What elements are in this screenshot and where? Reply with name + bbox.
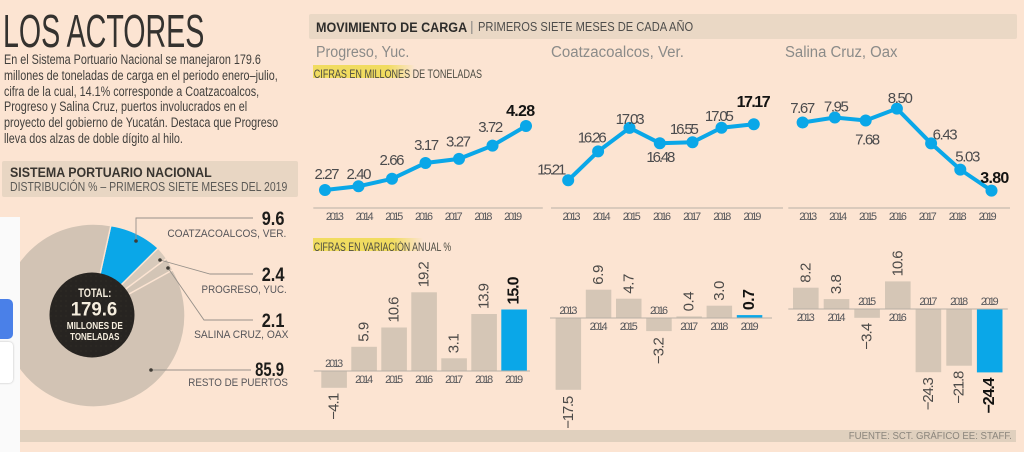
svg-text:10.6: 10.6 xyxy=(889,250,906,276)
svg-text:2016: 2016 xyxy=(415,374,433,386)
svg-text:−17.5: −17.5 xyxy=(560,396,577,429)
svg-text:8.2: 8.2 xyxy=(797,263,814,283)
svg-text:2015: 2015 xyxy=(385,374,403,386)
svg-text:TONELADAS: TONELADAS xyxy=(70,332,120,343)
svg-text:MILLONES DE: MILLONES DE xyxy=(67,321,123,332)
svg-text:2014: 2014 xyxy=(590,321,608,333)
svg-text:15.21: 15.21 xyxy=(537,161,566,178)
svg-text:−24.3: −24.3 xyxy=(920,377,937,410)
svg-text:2017: 2017 xyxy=(683,211,701,223)
svg-text:2018: 2018 xyxy=(710,321,728,333)
svg-text:2015: 2015 xyxy=(859,211,877,223)
svg-text:2018: 2018 xyxy=(949,211,967,223)
svg-text:2.66: 2.66 xyxy=(380,152,405,169)
svg-text:2016: 2016 xyxy=(650,305,668,317)
svg-text:17.05: 17.05 xyxy=(705,108,734,125)
svg-text:5.9: 5.9 xyxy=(356,322,373,342)
svg-text:2013: 2013 xyxy=(799,211,817,223)
svg-text:2019: 2019 xyxy=(743,211,761,223)
svg-text:2.27: 2.27 xyxy=(315,166,340,183)
svg-text:13.9: 13.9 xyxy=(476,283,493,309)
svg-text:3.8: 3.8 xyxy=(828,274,845,294)
svg-text:7.67: 7.67 xyxy=(790,100,815,117)
svg-text:2014: 2014 xyxy=(829,211,847,223)
svg-text:2016: 2016 xyxy=(889,211,907,223)
svg-text:0.7: 0.7 xyxy=(741,289,758,310)
svg-text:2017: 2017 xyxy=(680,321,698,333)
svg-text:15.0: 15.0 xyxy=(506,276,523,304)
svg-text:2016: 2016 xyxy=(415,211,433,223)
svg-text:2019: 2019 xyxy=(979,211,997,223)
svg-text:19.2: 19.2 xyxy=(416,261,433,287)
svg-text:17.17: 17.17 xyxy=(737,94,771,111)
svg-text:2014: 2014 xyxy=(355,374,373,386)
svg-text:2014: 2014 xyxy=(593,211,611,223)
svg-text:3.0: 3.0 xyxy=(711,281,728,301)
svg-text:TOTAL:: TOTAL: xyxy=(78,288,111,300)
svg-text:2014: 2014 xyxy=(828,312,846,324)
svg-text:16.48: 16.48 xyxy=(646,149,675,166)
svg-text:2018: 2018 xyxy=(950,296,968,308)
svg-text:2013: 2013 xyxy=(797,312,815,324)
svg-text:2015: 2015 xyxy=(385,211,403,223)
svg-text:6.43: 6.43 xyxy=(933,127,958,144)
svg-text:10.6: 10.6 xyxy=(386,297,403,323)
svg-text:2.40: 2.40 xyxy=(347,166,372,183)
svg-text:3.1: 3.1 xyxy=(446,333,463,353)
svg-text:−21.8: −21.8 xyxy=(951,371,968,404)
svg-text:2017: 2017 xyxy=(919,211,937,223)
svg-text:3.80: 3.80 xyxy=(980,170,1009,187)
svg-text:8.50: 8.50 xyxy=(888,90,913,107)
svg-text:3.17: 3.17 xyxy=(414,137,439,154)
svg-text:2018: 2018 xyxy=(475,374,493,386)
svg-text:2018: 2018 xyxy=(474,211,492,223)
svg-text:2019: 2019 xyxy=(741,321,759,333)
svg-text:4.28: 4.28 xyxy=(506,103,535,120)
svg-text:2015: 2015 xyxy=(620,321,638,333)
svg-text:2019: 2019 xyxy=(981,296,999,308)
svg-text:2018: 2018 xyxy=(713,211,731,223)
svg-text:2013: 2013 xyxy=(326,211,344,223)
svg-text:7.95: 7.95 xyxy=(824,99,849,116)
svg-text:2017: 2017 xyxy=(445,211,463,223)
svg-text:4.7: 4.7 xyxy=(620,274,637,294)
svg-text:2015: 2015 xyxy=(858,296,876,308)
svg-text:2016: 2016 xyxy=(653,211,671,223)
svg-text:2013: 2013 xyxy=(563,211,581,223)
svg-text:2016: 2016 xyxy=(889,312,907,324)
svg-text:3.72: 3.72 xyxy=(478,119,503,136)
svg-text:7.68: 7.68 xyxy=(855,132,880,149)
svg-text:2013: 2013 xyxy=(325,358,343,370)
svg-text:2017: 2017 xyxy=(919,296,937,308)
svg-text:−24.4: −24.4 xyxy=(981,377,998,413)
svg-text:179.6: 179.6 xyxy=(71,299,118,321)
svg-text:6.9: 6.9 xyxy=(590,265,607,285)
svg-text:2013: 2013 xyxy=(559,305,577,317)
svg-text:2019: 2019 xyxy=(505,374,523,386)
svg-text:2014: 2014 xyxy=(356,211,374,223)
svg-text:2017: 2017 xyxy=(445,374,463,386)
svg-text:−3.2: −3.2 xyxy=(651,337,668,364)
svg-text:2019: 2019 xyxy=(504,211,522,223)
svg-text:2015: 2015 xyxy=(623,211,641,223)
svg-text:3.27: 3.27 xyxy=(446,133,471,150)
svg-text:16.26: 16.26 xyxy=(578,129,607,146)
svg-text:−4.1: −4.1 xyxy=(326,393,343,420)
svg-text:5.03: 5.03 xyxy=(955,148,980,165)
svg-text:−3.4: −3.4 xyxy=(859,323,876,350)
svg-text:16.55: 16.55 xyxy=(670,121,699,138)
svg-text:17.03: 17.03 xyxy=(616,111,645,128)
svg-text:0.4: 0.4 xyxy=(681,291,698,311)
